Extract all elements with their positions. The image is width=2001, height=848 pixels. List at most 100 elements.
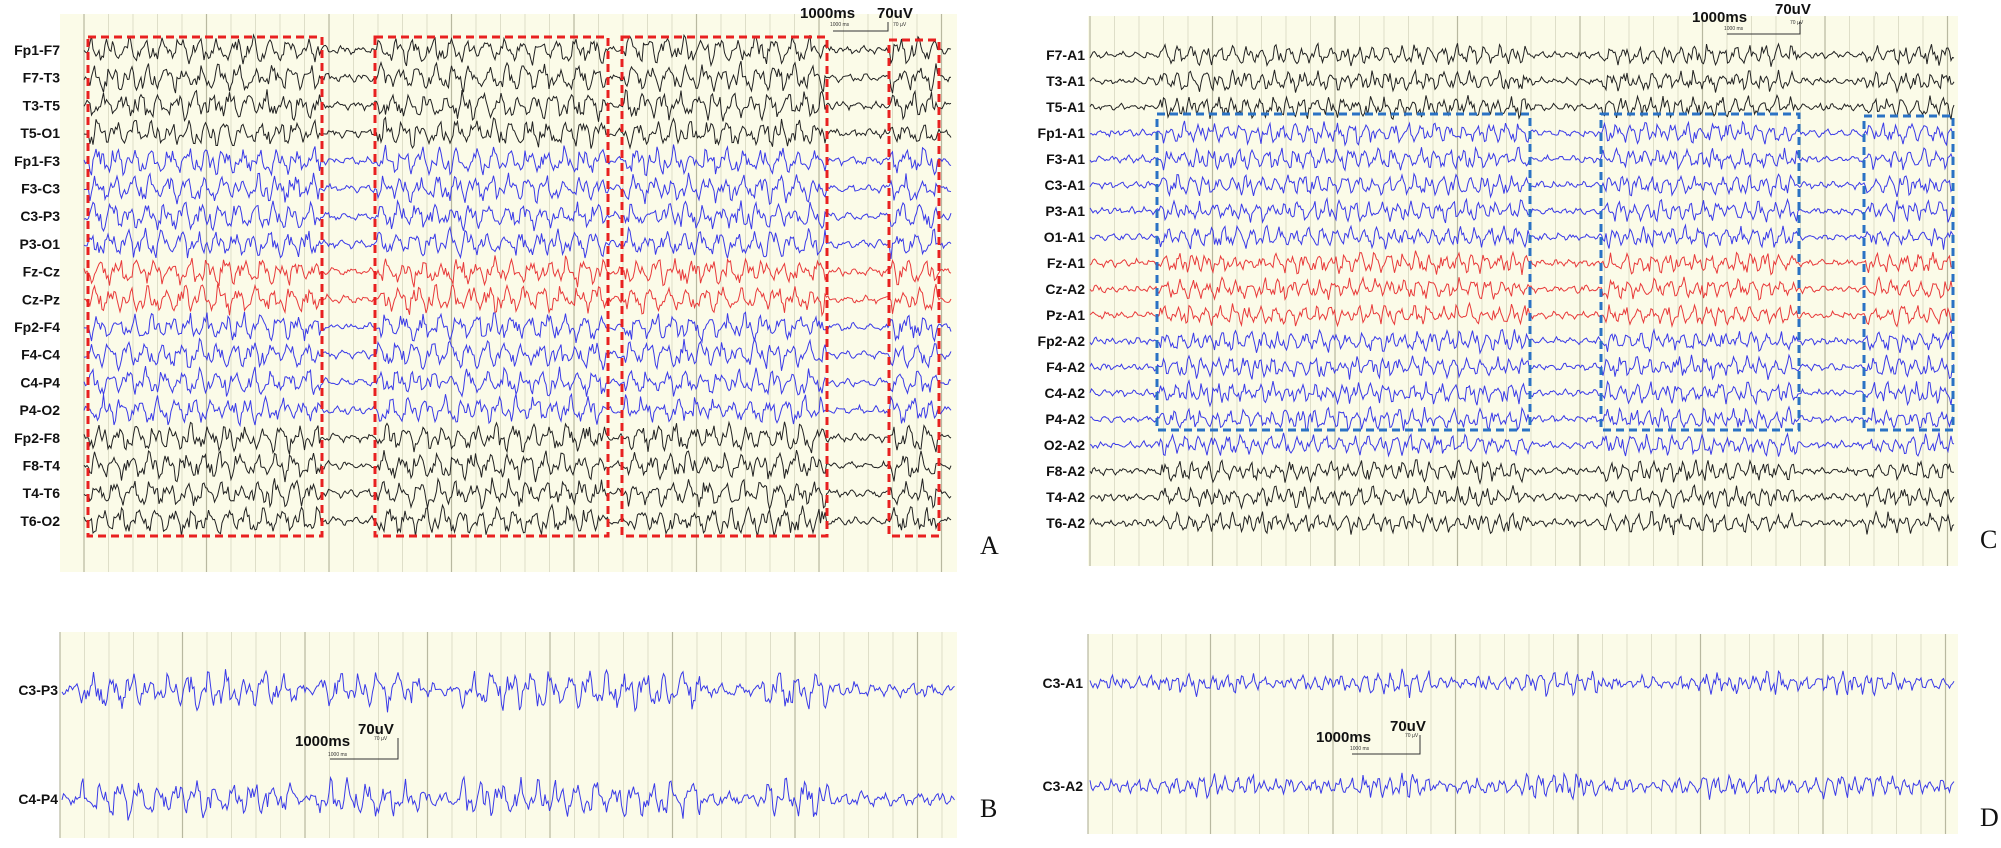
eeg-trace-p4-a2 [1089,405,1955,432]
panel-a-letter: A [980,531,999,560]
panel-d-labels: C3-A1 C3-A2 [1043,675,1084,794]
eeg-trace-p3-a1 [1089,196,1955,224]
channel-label: T5-O1 [20,125,60,141]
panel-a-box-1 [86,35,324,538]
channel-label: Fz-A1 [1047,255,1085,271]
channel-label: Fp1-A1 [1038,125,1086,141]
eeg-trace-p4-o2 [83,392,952,428]
channel-label: F4-A2 [1046,359,1085,375]
eeg-trace-f3-c3 [84,172,952,205]
eeg-trace-pz-a1 [1089,301,1955,328]
eeg-trace-f4-c4 [83,337,952,373]
eeg-trace-o1-a1 [1089,223,1955,250]
panel-b-grid [59,632,943,838]
panel-c-box-3 [1862,114,1955,432]
panel-a: Fp1-F7 F7-T3 T3-T5 T5-O1 Fp1-F3 F3-C3 C3-P3 P3-… [14,5,999,572]
panel-a-scale-amp: 70uV [877,5,913,22]
panel-b-letter: B [980,794,997,823]
eeg-trace-t3-a1 [1089,68,1955,94]
panel-d-scale-time-small: 1000 ms [1350,746,1370,752]
panel-c-scale-time: 1000ms [1692,9,1747,26]
channel-label: F7-A1 [1046,47,1085,63]
eeg-trace-fp2-f8 [83,420,952,455]
panel-a-traces [83,33,952,537]
panel-a-scale-time: 1000ms [800,5,855,22]
eeg-trace-t4-t6 [83,477,952,511]
panel-a-highlight-boxes [86,35,941,538]
panel-a-scale-time-small: 1000 ms [830,22,850,28]
panel-d-scale-bar: 1000ms 70uV 1000 ms 70 µV [1316,718,1426,755]
channel-label: C4-A2 [1045,385,1086,401]
channel-label: T4-T6 [23,485,61,501]
channel-label: C3-A1 [1043,675,1084,691]
eeg-trace-cz-pz [83,283,952,318]
eeg-trace-cz-a2 [1089,275,1955,301]
channel-label: F4-C4 [21,347,60,363]
eeg-trace-t6-a2 [1089,509,1955,536]
channel-label: F8-A2 [1046,463,1085,479]
channel-label: Fp1-F3 [14,153,60,169]
eeg-trace-fp2-a2 [1089,327,1955,355]
panel-c-letter: C [1980,525,1997,554]
panel-c: F7-A1 T3-A1 T5-A1 Fp1-A1 F3-A1 C3-A1 P3-A1 O1-A… [1038,1,1997,566]
panel-c-scale-amp: 70uV [1775,1,1811,18]
channel-label: C3-P3 [20,208,60,224]
eeg-trace-t5-o1 [83,116,952,150]
panel-b-scale-amp-small: 70 µV [374,736,388,742]
panel-a-scale-bar-lines [833,22,889,32]
channel-label: Fp2-A2 [1038,333,1086,349]
eeg-trace-o2-a2 [1089,432,1955,458]
panel-b-scale-time-small: 1000 ms [328,752,348,758]
panel-d-scale-amp: 70uV [1390,718,1426,735]
panel-b-traces [61,668,955,821]
panel-b: C3-P3 C4-P4 1000ms 70uV 1000 ms 70 µV B [18,632,997,838]
channel-label: T4-A2 [1046,489,1085,505]
panel-a-box-3 [620,35,829,538]
channel-label: T6-A2 [1046,515,1085,531]
panel-c-scale-bar: 1000ms 70uV 1000 ms 70 µV [1692,1,1811,35]
panel-d-grid [1087,634,1947,834]
panel-c-box-1 [1155,112,1532,432]
panel-c-scale-bar-lines [1727,22,1801,35]
panel-d-traces [1089,668,1955,801]
eeg-trace-f4-a2 [1089,353,1955,381]
channel-label: T5-A1 [1046,99,1085,115]
channel-label: P4-A2 [1045,411,1085,427]
channel-label: O2-A2 [1044,437,1085,453]
panel-d-letter: D [1980,803,1999,832]
eeg-trace-t6-o2 [83,503,952,537]
panel-a-scale-amp-small: 70 µV [893,22,907,28]
channel-label: Fp2-F4 [14,319,60,335]
eeg-trace-t5-a1 [1089,93,1955,121]
channel-label: F8-T4 [23,458,61,474]
panel-c-highlight-boxes [1155,112,1955,432]
channel-label: C4-P4 [18,791,58,807]
channel-label: C3-A2 [1043,778,1084,794]
channel-label: C4-P4 [20,374,60,390]
panel-d-scale-time: 1000ms [1316,729,1371,746]
eeg-trace-f8-a2 [1089,458,1954,486]
channel-label: Fz-Cz [23,264,60,280]
channel-label: T6-O2 [20,513,60,529]
channel-label: Pz-A1 [1046,307,1085,323]
eeg-trace-c4-a2 [1089,379,1955,408]
channel-label: O1-A1 [1044,229,1085,245]
eeg-trace-f7-t3 [83,60,952,94]
panel-a-scale-bar: 1000ms 70uV 1000 ms 70 µV [800,5,913,32]
eeg-trace-fp1-a1 [1089,120,1955,147]
panel-b-scale-bar-lines [330,738,399,760]
panel-c-labels: F7-A1 T3-A1 T5-A1 Fp1-A1 F3-A1 C3-A1 P3-A1 O1-A… [1038,47,1086,531]
panel-c-scale-amp-small: 70 µV [1790,20,1804,26]
channel-label: P3-A1 [1045,203,1085,219]
eeg-trace-c3-p3 [83,199,952,233]
eeg-trace-f7-a1 [1089,42,1955,68]
panel-b-scale-time: 1000ms [295,733,350,750]
channel-label: Cz-Pz [22,291,60,307]
panel-c-scale-time-small: 1000 ms [1724,26,1744,32]
eeg-trace-c3-a2 [1089,771,1955,801]
channel-label: T3-T5 [23,97,61,113]
eeg-trace-fz-cz [83,255,952,288]
channel-label: C3-P3 [18,682,58,698]
panel-c-traces [1089,42,1955,536]
panel-a-background [60,14,957,572]
